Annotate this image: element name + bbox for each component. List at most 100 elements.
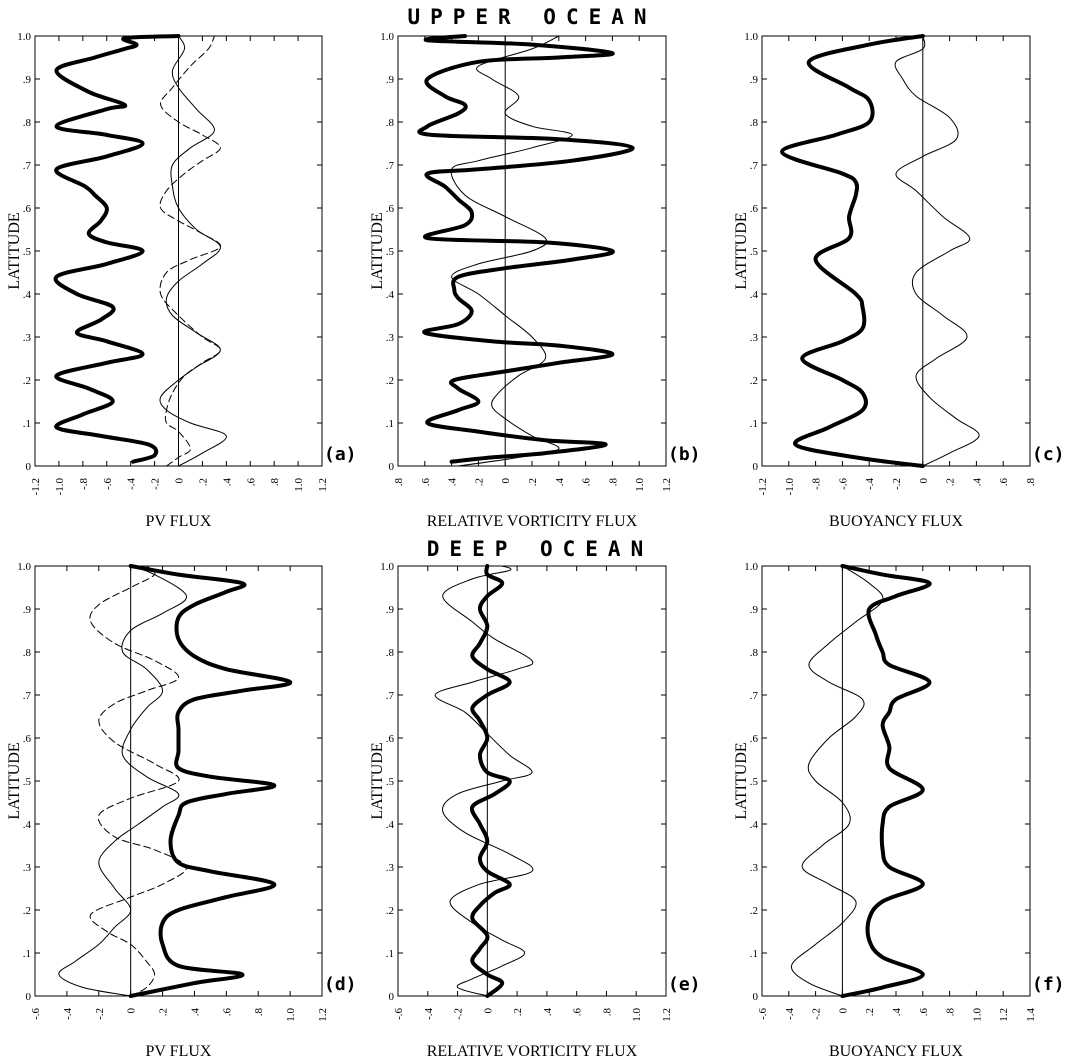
panel-f: 0 .1 .2 .3 .4 .5 .6 .7 .8 .9 1.0 -.6 -.4 -.2 0 .2 .4 .6 .8… [733,561,1065,1058]
y-tick-label: 1.0 [744,31,758,43]
panel-label: (a) [324,444,357,465]
x-tick-label: 1.4 [1025,1008,1037,1022]
x-tick-label: .6 [998,478,1010,487]
x-tick-label: .6 [420,478,432,487]
x-tick-label: .2 [158,1008,170,1016]
x-tick-label: 1.2 [661,478,673,492]
x-axis-label: BUOYANCY FLUX [829,1043,964,1058]
y-tick-label: .4 [23,289,32,301]
y-tick-label: .8 [386,117,395,129]
series-line-thick [53,34,181,464]
x-tick-label: -.6 [393,1008,405,1020]
x-tick-label: -.2 [811,1008,823,1020]
x-tick-label: 1.2 [317,478,329,492]
x-tick-label: .8 [601,1008,613,1017]
x-tick-label: 0 [500,478,512,484]
y-tick-label: .6 [23,733,32,745]
x-tick-label: .6 [221,1008,233,1017]
x-tick-label: 0 [126,1008,138,1014]
x-tick-label: -.2 [150,478,162,490]
panel-label: (d) [324,974,357,995]
y-tick-label: 0 [753,991,759,1003]
y-tick-label: .6 [750,203,759,215]
y-tick-label: .3 [386,332,395,344]
x-tick-label: 1.0 [631,1008,643,1022]
y-tick-label: .7 [750,160,759,172]
y-tick-label: .8 [23,647,32,659]
x-tick-label: -.2 [453,1008,465,1020]
x-tick-label: 1.0 [971,1008,983,1022]
y-tick-label: .2 [23,375,31,387]
series-line-thick [128,564,293,998]
x-axis-label: PV FLUX [146,1043,212,1058]
x-tick-label: .2 [473,478,485,486]
y-tick-label: .4 [750,819,759,831]
y-tick-label: .2 [750,905,758,917]
y-tick-label: .1 [750,418,758,430]
plot-frame [761,35,1031,467]
x-tick-label: -.6 [30,1008,42,1020]
y-tick-label: .9 [23,74,32,86]
panel-c: 0 .1 .2 .3 .4 .5 .6 .7 .8 .9 1.0 -1.2 -1.0 -.8 -.6 -.4 -… [733,31,1065,530]
x-tick-label: -.4 [126,478,138,490]
x-tick-label: 1.2 [998,1008,1010,1022]
y-tick-label: .3 [23,332,32,344]
y-tick-label: 1.0 [380,561,394,573]
y-tick-label: 1.0 [17,31,31,43]
x-tick-label: .8 [393,478,405,487]
x-tick-label: -.6 [757,1008,769,1020]
x-tick-label: .8 [945,1008,957,1017]
y-tick-label: 1.0 [744,561,758,573]
x-tick-label: -.4 [62,1008,74,1020]
x-tick-label: -.4 [784,1008,796,1020]
series-line-thin [434,565,534,997]
y-tick-label: .6 [23,203,32,215]
series-line-thin [790,565,884,997]
x-tick-label: 1.0 [634,478,646,492]
series-line-thin [450,35,573,467]
y-tick-label: .8 [386,647,395,659]
series-line-thin [894,35,980,467]
x-tick-label: .4 [554,478,566,487]
x-tick-label: -1.0 [54,478,66,496]
y-tick-label: .5 [386,776,395,788]
x-tick-label: -.2 [94,1008,106,1020]
y-axis-label: LATITUDE [6,742,23,819]
x-tick-label: 1.2 [317,1008,329,1022]
x-axis-label: PV FLUX [146,513,212,530]
panel-label: (f) [1032,974,1065,995]
x-tick-label: .4 [971,478,983,487]
x-axis-label: RELATIVE VORTICITY FLUX [427,1043,638,1058]
x-tick-label: 0 [918,478,930,484]
y-tick-label: 1.0 [380,31,394,43]
y-tick-label: .7 [23,690,32,702]
y-tick-label: .3 [750,862,759,874]
y-tick-label: .1 [386,948,394,960]
y-tick-label: .2 [23,905,31,917]
x-tick-label: -1.0 [784,478,796,496]
y-tick-label: 0 [26,461,32,473]
series-line-thick [417,34,635,464]
x-tick-label: 0 [837,1008,849,1014]
y-tick-label: .6 [386,203,395,215]
x-tick-label: .4 [221,478,233,487]
y-tick-label: .2 [386,905,394,917]
x-tick-label: .6 [572,1008,584,1017]
x-tick-label: .8 [269,478,281,487]
x-tick-label: -.6 [837,478,849,490]
y-tick-label: .9 [750,74,759,86]
x-tick-label: 1.2 [661,1008,673,1022]
y-tick-label: .8 [750,647,759,659]
series-line-thin [58,565,188,997]
x-tick-label: .2 [512,1008,524,1016]
y-tick-label: .7 [23,160,32,172]
x-axis-label: BUOYANCY FLUX [829,513,964,530]
series-line-dashed [89,565,187,997]
upper-ocean-title: UPPER OCEAN [407,5,656,29]
x-tick-label: .4 [447,478,459,487]
y-tick-label: .1 [750,948,758,960]
x-tick-label: -.8 [811,478,823,490]
y-tick-label: .8 [750,117,759,129]
x-tick-label: .6 [581,478,593,487]
y-tick-label: .3 [750,332,759,344]
